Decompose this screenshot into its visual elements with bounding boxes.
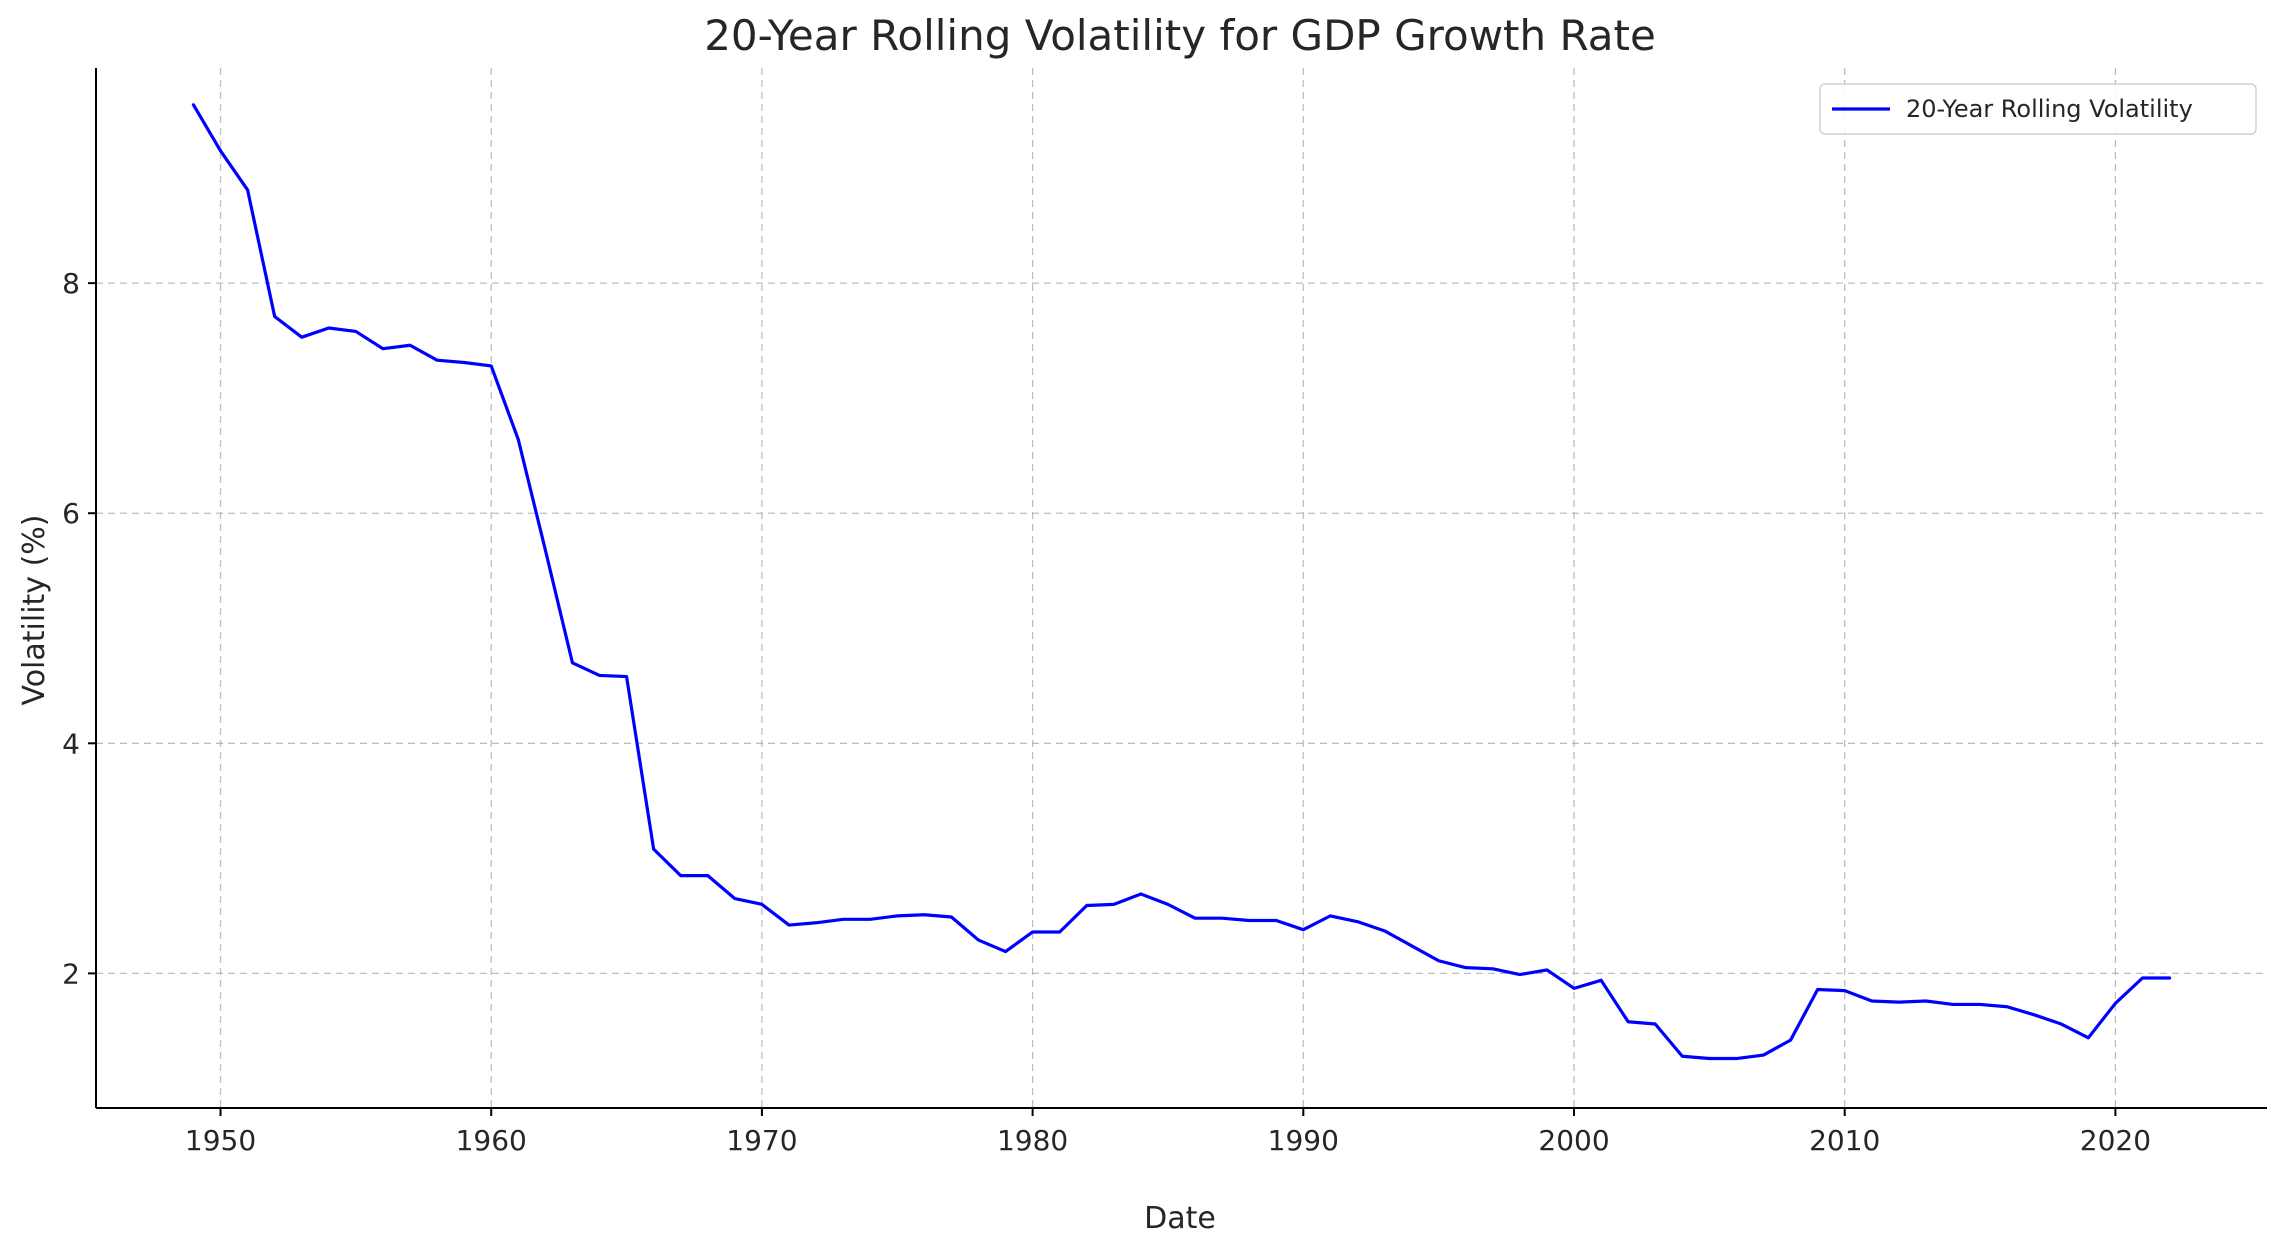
data-point	[1870, 999, 1873, 1003]
data-point	[1924, 999, 1928, 1003]
data-point	[1302, 928, 1305, 931]
data-point	[1951, 1003, 1955, 1006]
data-point	[1139, 892, 1143, 896]
x-tick-label: 2000	[1538, 1124, 1609, 1157]
data-point	[462, 361, 466, 364]
data-point	[354, 330, 358, 333]
y-tick-label: 4	[62, 727, 80, 760]
data-point	[1978, 1003, 1982, 1006]
data-point	[1572, 987, 1576, 990]
data-point	[2141, 976, 2144, 980]
y-tick-label: 6	[62, 497, 80, 530]
grid-lines	[96, 68, 2267, 1108]
data-point	[1220, 916, 1224, 920]
x-tick-label: 1970	[726, 1124, 797, 1157]
data-point	[787, 923, 791, 927]
legend-box	[1819, 83, 2257, 135]
y-tick-label: 8	[62, 267, 80, 300]
data-point	[2032, 1013, 2036, 1017]
data-point	[2060, 1022, 2063, 1026]
data-point	[1735, 1057, 1738, 1060]
ticks: 1950 1960 1970 1980 1990 2000 2010 2020 2 4 6 8	[62, 267, 2151, 1157]
data-point	[219, 149, 222, 153]
axes	[95, 68, 2267, 1109]
data-point	[1545, 968, 1549, 972]
data-point	[841, 918, 845, 921]
data-point	[1654, 1022, 1657, 1026]
data-point	[1329, 914, 1332, 918]
data-point	[246, 188, 249, 192]
x-tick-label: 1980	[997, 1124, 1068, 1157]
data-point	[1626, 1020, 1630, 1023]
data-point	[1356, 920, 1359, 923]
data-point	[1897, 1000, 1901, 1004]
data-point	[679, 874, 682, 877]
data-point	[2114, 1002, 2117, 1005]
chart-title: 20-Year Rolling Volatility for GDP Growt…	[704, 11, 1656, 60]
x-tick-label: 2020	[2080, 1124, 2151, 1157]
data-point	[1085, 904, 1088, 907]
data-point	[1058, 930, 1061, 934]
data-point	[1464, 966, 1467, 969]
x-tick-label: 2010	[1809, 1124, 1880, 1157]
data-point	[408, 344, 412, 347]
data-point	[435, 359, 439, 362]
data-point	[192, 103, 195, 107]
data-point	[868, 918, 872, 921]
data-point	[1166, 903, 1170, 906]
data-point	[300, 336, 303, 339]
y-axis-label: Volatility (%)	[17, 514, 52, 705]
data-point	[1275, 919, 1278, 922]
data-point	[490, 364, 493, 368]
series-line-0	[191, 103, 2172, 1061]
data-point	[652, 847, 655, 851]
data-point	[1247, 919, 1251, 922]
data-point	[896, 914, 899, 918]
data-point	[1031, 930, 1034, 934]
data-point	[923, 913, 926, 916]
data-point	[950, 915, 953, 919]
data-point	[598, 674, 601, 677]
legend[interactable]: 20-Year Rolling Volatility	[1819, 83, 2257, 135]
data-point	[571, 661, 574, 664]
data-point	[1599, 979, 1603, 982]
data-point	[544, 548, 547, 552]
data-point	[760, 903, 764, 906]
data-point	[1410, 944, 1413, 947]
data-point	[1112, 903, 1116, 906]
data-point	[1843, 989, 1846, 992]
data-point	[1708, 1057, 1711, 1060]
data-point	[814, 921, 818, 924]
data-point	[977, 938, 980, 942]
data-point	[517, 438, 520, 441]
data-point	[1518, 973, 1522, 976]
data-point	[1762, 1053, 1765, 1057]
data-point	[706, 874, 709, 877]
data-point	[2168, 976, 2171, 980]
data-point	[625, 675, 628, 678]
data-point	[1383, 929, 1386, 933]
data-point	[1491, 967, 1495, 970]
data-point	[381, 347, 385, 350]
data-point	[1004, 950, 1007, 953]
data-point	[1437, 959, 1440, 962]
series-layer	[191, 103, 2172, 1061]
legend-label: 20-Year Rolling Volatility	[1906, 95, 2193, 123]
data-point	[273, 315, 276, 318]
y-tick-label: 2	[62, 957, 80, 990]
x-axis-label: Date	[1144, 1201, 1216, 1236]
data-point	[1789, 1038, 1792, 1042]
data-point	[327, 326, 331, 330]
data-point	[2087, 1036, 2090, 1040]
x-tick-label: 1960	[456, 1124, 527, 1157]
data-point	[1681, 1055, 1684, 1058]
x-tick-label: 1990	[1268, 1124, 1339, 1157]
data-point	[733, 897, 737, 900]
data-point	[1816, 988, 1819, 991]
x-tick-label: 1950	[185, 1124, 256, 1157]
data-point	[2005, 1005, 2009, 1008]
data-point	[1193, 916, 1197, 920]
